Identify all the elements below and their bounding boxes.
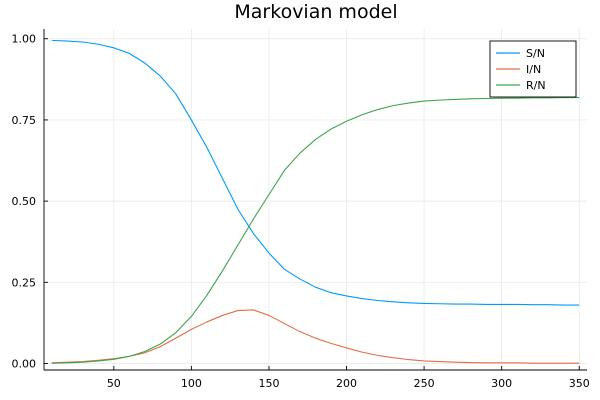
x-tick-label-3: 200 bbox=[336, 377, 357, 390]
plot-series bbox=[51, 39, 580, 364]
series-line-2 bbox=[51, 96, 580, 364]
axes bbox=[43, 29, 587, 371]
y-tick-label-3: 0.75 bbox=[12, 114, 37, 127]
legend-label-1: I/N bbox=[526, 63, 541, 76]
series-line-1 bbox=[51, 309, 580, 364]
x-tick-label-2: 150 bbox=[258, 377, 279, 390]
x-tick-label-1: 100 bbox=[181, 377, 202, 390]
y-tick-label-2: 0.50 bbox=[12, 195, 37, 208]
chart-title: Markovian model bbox=[234, 1, 397, 23]
legend: S/N I/N R/N bbox=[489, 40, 577, 98]
legend-label-0: S/N bbox=[526, 47, 545, 60]
x-tick-label-6: 350 bbox=[569, 377, 590, 390]
y-axis-ticks: 0.00 0.25 0.50 0.75 1.00 bbox=[12, 33, 48, 371]
y-tick-label-4: 1.00 bbox=[12, 33, 37, 46]
y-tick-label-0: 0.00 bbox=[12, 358, 37, 371]
x-tick-label-4: 250 bbox=[414, 377, 435, 390]
legend-label-2: R/N bbox=[526, 79, 546, 92]
x-axis-ticks: 50 100 150 200 250 300 350 bbox=[107, 366, 590, 390]
x-tick-label-5: 300 bbox=[491, 377, 512, 390]
series-line-0 bbox=[51, 39, 580, 306]
y-tick-label-1: 0.25 bbox=[12, 276, 37, 289]
x-tick-label-0: 50 bbox=[107, 377, 121, 390]
